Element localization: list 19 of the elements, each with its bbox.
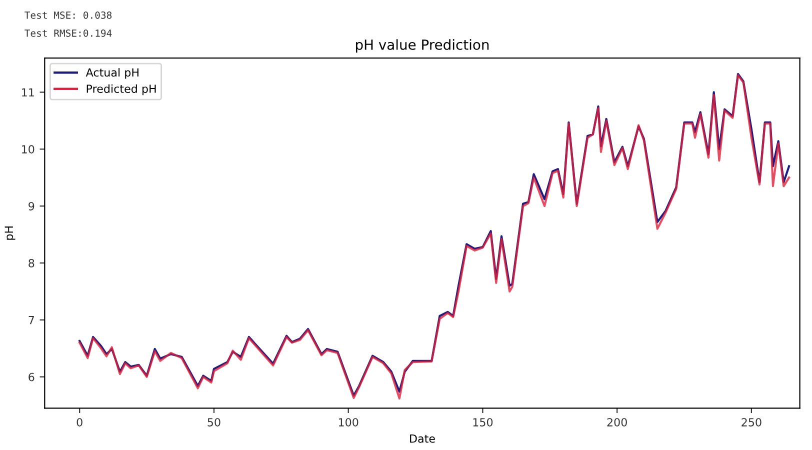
x-tick-label: 100: [338, 418, 358, 426]
text: Test RMSE:0.194: [24, 29, 112, 37]
y-tick-label: 7: [28, 316, 34, 324]
x-tick-label: 50: [208, 418, 220, 426]
chart-title: pH value Prediction: [356, 39, 489, 53]
y-axis-title: pH: [4, 226, 16, 240]
x-tick-label: 150: [473, 418, 493, 426]
y-tick-label: 6: [28, 372, 34, 382]
legend-label: Actual pH: [86, 68, 138, 79]
x-tick-label: 250: [742, 418, 762, 426]
text: Test MSE: 0.038: [24, 11, 112, 19]
x-axis-title: Date: [410, 434, 435, 443]
y-tick-label: 11: [22, 88, 34, 96]
x-tick-label: 0: [76, 418, 82, 426]
y-tick-label: 10: [22, 145, 34, 154]
legend-label: Predicted pH: [86, 84, 156, 96]
y-tick-label: 8: [28, 258, 34, 268]
y-tick-label: 9: [28, 202, 34, 210]
x-tick-label: 200: [607, 418, 627, 426]
